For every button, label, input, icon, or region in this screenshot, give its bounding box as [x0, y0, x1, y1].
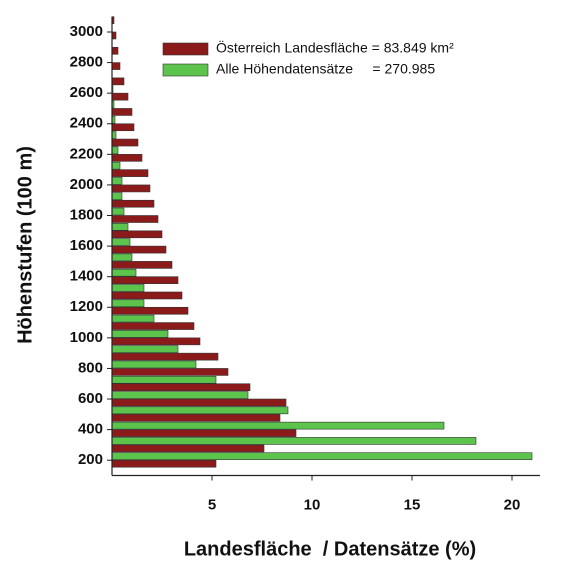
- bar: [111, 383, 251, 392]
- bar: [111, 154, 143, 162]
- bar: [111, 391, 249, 399]
- bar: [111, 207, 125, 216]
- bar: [111, 108, 133, 116]
- bar: [111, 253, 133, 262]
- bar: [111, 299, 145, 308]
- legend-swatch: [162, 63, 209, 77]
- bar: [111, 184, 151, 193]
- bar: [111, 261, 173, 269]
- bar: [111, 192, 123, 201]
- y-tick-label: 1200: [70, 298, 103, 315]
- bar: [111, 414, 281, 422]
- bar: [111, 429, 297, 437]
- bar: [111, 177, 123, 185]
- bar: [111, 146, 119, 155]
- bar: [111, 291, 183, 300]
- legend-swatch: [162, 42, 209, 56]
- bar: [111, 459, 217, 468]
- bar: [111, 306, 189, 315]
- bar: [111, 322, 195, 330]
- x-axis-label: Landesfläche / Datensätze (%): [184, 538, 476, 560]
- bar: [111, 230, 163, 239]
- y-tick-label: 3000: [70, 23, 103, 40]
- bar: [111, 276, 179, 284]
- bar: [111, 161, 121, 170]
- bar: [111, 62, 121, 70]
- bar: [111, 245, 167, 254]
- bar: [111, 360, 197, 369]
- y-tick-label: 1000: [70, 329, 103, 346]
- bar: [111, 199, 155, 208]
- y-tick-label: 2200: [70, 145, 103, 162]
- bar: [111, 77, 125, 86]
- bar: [111, 452, 533, 461]
- bar: [111, 123, 135, 132]
- bar: [111, 138, 139, 147]
- y-tick-label: 2000: [70, 176, 103, 193]
- bar: [111, 46, 119, 55]
- bar: [111, 223, 129, 231]
- y-tick-label: 2400: [70, 115, 103, 132]
- bar: [111, 337, 201, 346]
- bar: [111, 314, 155, 323]
- bar: [111, 398, 287, 407]
- y-tick-label: 1800: [70, 206, 103, 223]
- legend-label: Österreich Landesfläche = 83.849 km²: [216, 39, 454, 56]
- bar: [111, 268, 137, 277]
- bar: [111, 352, 219, 361]
- legend-label: Alle Höhendatensätze = 270.985: [216, 61, 435, 77]
- x-tick-label: 5: [208, 496, 216, 513]
- bar: [111, 92, 129, 101]
- y-axis-label: Höhenstufen (100 m): [14, 146, 36, 344]
- bar: [111, 238, 131, 246]
- bar: [111, 406, 289, 415]
- x-tick-label: 20: [504, 496, 521, 513]
- x-tick-label: 10: [304, 496, 321, 513]
- y-tick-label: 2600: [70, 84, 103, 101]
- y-tick-label: 800: [78, 359, 103, 376]
- bar: [111, 375, 217, 384]
- bar: [111, 421, 445, 430]
- bar: [111, 330, 169, 338]
- y-tick-label: 200: [78, 451, 103, 468]
- bar: [111, 284, 145, 292]
- bar: [111, 345, 179, 353]
- x-tick-label: 15: [404, 496, 421, 513]
- y-tick-label: 2800: [70, 54, 103, 71]
- y-tick-label: 1600: [70, 237, 103, 254]
- bar: [111, 368, 229, 376]
- y-tick-label: 600: [78, 390, 103, 407]
- bar: [111, 444, 265, 453]
- y-tick-label: 400: [78, 421, 103, 438]
- bar: [111, 437, 477, 445]
- bar: [111, 215, 159, 223]
- y-tick-label: 1400: [70, 268, 103, 285]
- bar: [111, 169, 149, 177]
